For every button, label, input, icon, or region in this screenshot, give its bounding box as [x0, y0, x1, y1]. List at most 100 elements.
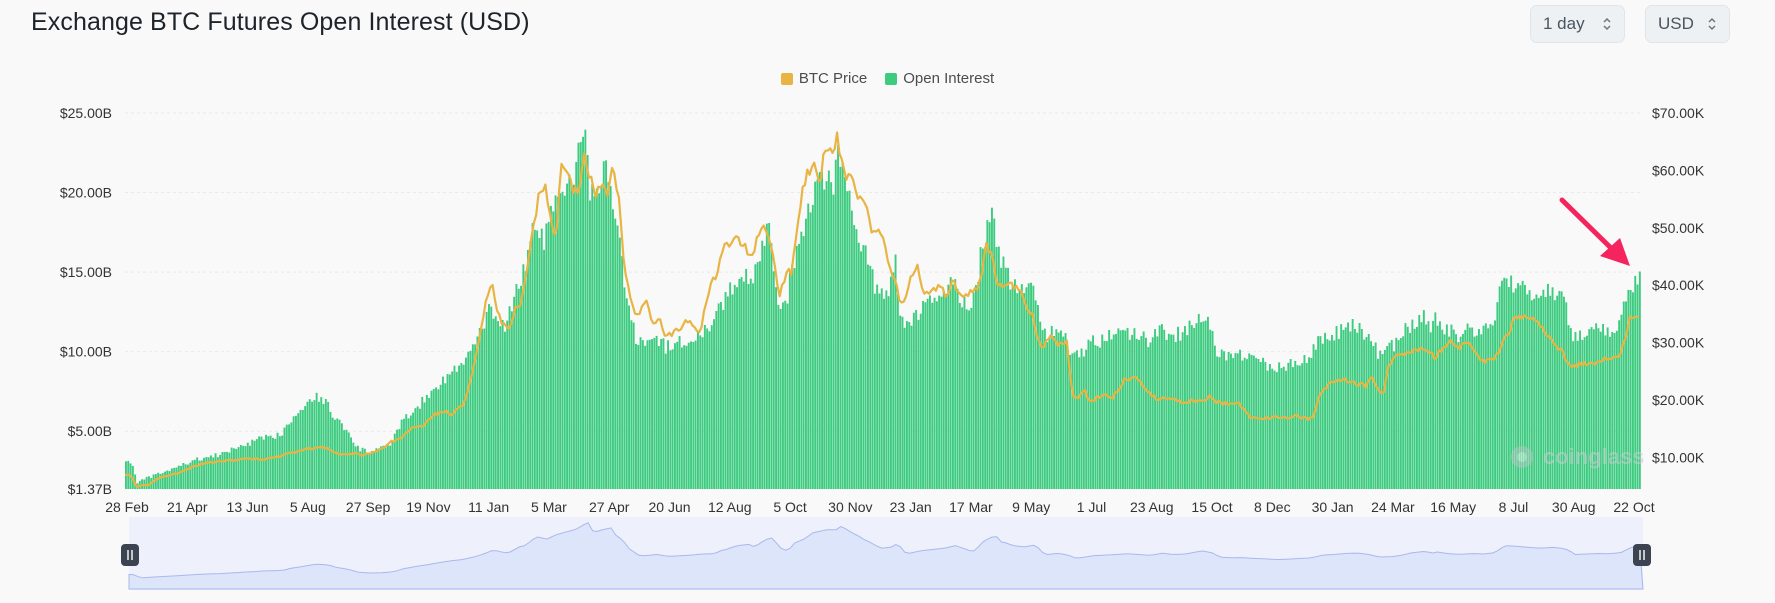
oi-bar — [1524, 285, 1526, 489]
oi-bar — [710, 325, 713, 489]
oi-bar — [1275, 372, 1278, 489]
oi-bar — [1078, 357, 1081, 489]
oi-bar — [644, 345, 647, 489]
oi-bar — [499, 326, 502, 489]
oi-bar — [1519, 285, 1522, 489]
oi-bar — [1542, 289, 1545, 489]
legend-label-open-interest: Open Interest — [903, 70, 995, 87]
oi-bar — [304, 406, 307, 489]
oi-bar — [242, 445, 245, 489]
oi-bar — [1292, 367, 1294, 489]
oi-bar — [1117, 328, 1120, 489]
oi-bar — [664, 353, 667, 489]
oi-bar — [761, 240, 764, 489]
oi-bar — [1565, 302, 1568, 489]
oi-bar — [508, 306, 511, 489]
oi-bar — [214, 453, 217, 489]
y-right-tick-label: $70.00K — [1652, 105, 1705, 121]
oi-bar — [235, 448, 238, 489]
oi-bar — [547, 221, 550, 489]
oi-bar — [1418, 315, 1421, 489]
oi-bar — [1597, 328, 1600, 489]
oi-bar — [1110, 339, 1113, 489]
interval-select[interactable]: 1 day — [1530, 5, 1625, 43]
oi-bar — [237, 447, 240, 489]
oi-bar — [221, 452, 224, 489]
oi-bar — [455, 371, 458, 489]
y-right-tick-label: $50.00K — [1652, 220, 1705, 236]
x-tick-label: 15 Oct — [1191, 499, 1232, 515]
oi-bar — [692, 342, 695, 489]
oi-bar — [740, 277, 743, 489]
oi-bar — [485, 312, 488, 489]
oi-bar — [869, 265, 872, 489]
oi-bar — [453, 365, 456, 489]
x-tick-label: 1 Jul — [1077, 499, 1107, 515]
oi-bar — [912, 312, 915, 489]
oi-bar — [676, 341, 679, 489]
oi-bar — [1269, 364, 1271, 489]
oi-bar — [1466, 323, 1469, 489]
navigator-handle-right[interactable] — [1633, 544, 1651, 566]
x-tick-label: 30 Jan — [1312, 499, 1354, 515]
oi-bar — [607, 182, 610, 489]
oi-bar — [1521, 280, 1524, 489]
oi-bar — [249, 445, 251, 489]
x-tick-label: 27 Apr — [589, 499, 630, 515]
legend-item-open-interest[interactable]: Open Interest — [885, 70, 994, 87]
oi-bar — [1135, 338, 1138, 489]
oi-bar — [680, 347, 683, 489]
oi-bar — [568, 174, 571, 489]
y-left-tick-label: $25.00B — [60, 105, 112, 121]
oi-bar — [577, 142, 580, 489]
oi-bar — [311, 401, 313, 489]
oi-bar — [352, 442, 355, 489]
oi-bar — [917, 319, 920, 489]
oi-bar — [1393, 351, 1395, 489]
oi-bar — [1560, 291, 1563, 489]
oi-bar — [779, 308, 782, 489]
oi-bar — [375, 448, 378, 489]
oi-bar — [1572, 341, 1575, 489]
oi-bar — [685, 345, 688, 489]
oi-bar — [800, 231, 803, 489]
oi-bar — [807, 203, 810, 489]
oi-bar — [1475, 335, 1478, 489]
oi-bar — [614, 218, 617, 489]
oi-bar — [717, 303, 720, 489]
legend-item-btc-price[interactable]: BTC Price — [780, 70, 867, 87]
oi-bar — [1115, 334, 1117, 489]
navigator-handle-left[interactable] — [121, 544, 139, 566]
oi-bar — [777, 304, 780, 489]
oi-bar — [1218, 357, 1221, 489]
chevron-updown-icon — [1603, 17, 1611, 31]
oi-bar — [1574, 332, 1577, 489]
oi-bar — [683, 345, 686, 489]
oi-bar — [1053, 336, 1055, 489]
oi-bar — [1000, 267, 1003, 489]
oi-bar — [299, 409, 302, 489]
oi-bar — [1464, 330, 1467, 489]
oi-bar — [1579, 330, 1581, 489]
oi-bar — [899, 315, 902, 489]
oi-bar — [1119, 330, 1122, 489]
range-navigator[interactable] — [121, 517, 1651, 590]
oi-bar — [641, 340, 644, 489]
oi-bar — [451, 371, 454, 489]
oi-bar — [327, 401, 330, 489]
oi-bar — [1004, 267, 1007, 489]
oi-bar — [226, 451, 228, 489]
oi-bar — [1112, 334, 1115, 489]
x-axis: 28 Feb 21 Apr 13 Jun 5 Aug 27 Sep 19 Nov 11 Ja… — [105, 499, 1655, 515]
currency-select[interactable]: USD — [1645, 5, 1730, 43]
oi-bar — [313, 400, 316, 489]
oi-bar — [1122, 329, 1124, 489]
oi-bar — [1282, 366, 1285, 489]
oi-bar — [883, 298, 885, 489]
oi-bar — [460, 363, 463, 489]
oi-bar — [1462, 334, 1464, 489]
oi-bar — [1308, 357, 1310, 489]
x-tick-label: 5 Oct — [773, 499, 807, 515]
oi-bar — [389, 445, 392, 489]
